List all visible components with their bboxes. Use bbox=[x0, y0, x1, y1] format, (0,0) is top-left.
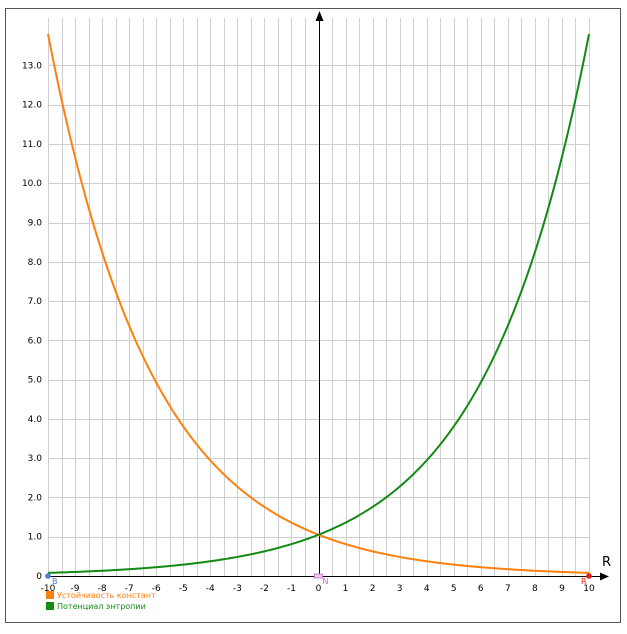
y-tick-label: 4.0 bbox=[28, 415, 43, 425]
y-axis-arrow bbox=[315, 11, 324, 21]
y-tick-label: 13.0 bbox=[22, 61, 42, 71]
series-line-2 bbox=[47, 33, 590, 574]
x-tick-label: -3 bbox=[233, 584, 242, 594]
x-tick-label: 3 bbox=[397, 584, 403, 594]
point-marker-b bbox=[45, 573, 51, 579]
y-tick-label: 7.0 bbox=[28, 297, 43, 307]
y-tick-label: 1.0 bbox=[28, 533, 43, 543]
x-tick-label: 8 bbox=[532, 584, 538, 594]
x-tick-label: -6 bbox=[152, 584, 161, 594]
x-tick-label: -4 bbox=[206, 584, 215, 594]
legend-label-2: Потенциал энтропии bbox=[57, 602, 146, 611]
point-marker-r bbox=[586, 573, 592, 579]
x-axis-label: R bbox=[602, 555, 611, 570]
axes bbox=[48, 11, 609, 581]
x-tick-label: -1 bbox=[287, 584, 296, 594]
x-tick-label: 10 bbox=[583, 584, 595, 594]
x-tick-labels: -10 -9 -8 -7 -6 -5 -4 -3 -2 -1 0 1 2 3 4 5 6 7 8 9 10 bbox=[41, 584, 595, 594]
y-tick-label: 6.0 bbox=[28, 336, 43, 346]
x-tick-label: -5 bbox=[179, 584, 188, 594]
x-tick-label: 2 bbox=[370, 584, 376, 594]
x-tick-label: 1 bbox=[343, 584, 349, 594]
y-tick-label: 9.0 bbox=[28, 219, 43, 229]
x-tick-label: -9 bbox=[71, 584, 80, 594]
y-tick-label: 0 bbox=[36, 572, 42, 582]
y-tick-labels: 0 1.0 2.0 3.0 4.0 5.0 6.0 7.0 8.0 9.0 10.0 11.0 12.0… bbox=[22, 61, 42, 582]
y-tick-label: 3.0 bbox=[28, 454, 43, 464]
x-tick-label: 6 bbox=[478, 584, 484, 594]
y-tick-label: 5.0 bbox=[28, 376, 43, 386]
series-lines bbox=[47, 33, 590, 574]
y-tick-label: 2.0 bbox=[28, 493, 43, 503]
y-tick-label: 10.0 bbox=[22, 179, 42, 189]
grid bbox=[48, 18, 590, 576]
x-axis-arrow bbox=[600, 572, 609, 581]
point-label-b: B bbox=[52, 577, 58, 586]
x-tick-label: 0 bbox=[316, 584, 322, 594]
x-tick-label: 5 bbox=[451, 584, 457, 594]
point-marker-n bbox=[314, 573, 323, 579]
x-tick-label: 4 bbox=[424, 584, 430, 594]
plot-border bbox=[5, 8, 621, 623]
x-tick-label: -8 bbox=[98, 584, 107, 594]
legend-swatch-1 bbox=[46, 591, 54, 599]
x-tick-label: 7 bbox=[505, 584, 511, 594]
legend: Устойчивость констант Потенциал энтропии bbox=[46, 591, 156, 611]
legend-swatch-2 bbox=[46, 602, 54, 610]
x-tick-label: -2 bbox=[260, 584, 269, 594]
y-tick-label: 8.0 bbox=[28, 258, 43, 268]
x-tick-label: -7 bbox=[125, 584, 134, 594]
y-tick-label: 12.0 bbox=[22, 101, 42, 111]
x-tick-label: -10 bbox=[41, 584, 56, 594]
legend-label-1: Устойчивость констант bbox=[57, 591, 156, 600]
y-tick-label: 11.0 bbox=[22, 140, 42, 150]
point-label-n: N bbox=[323, 577, 329, 586]
point-label-r: R bbox=[581, 577, 587, 586]
x-tick-label: 9 bbox=[559, 584, 565, 594]
